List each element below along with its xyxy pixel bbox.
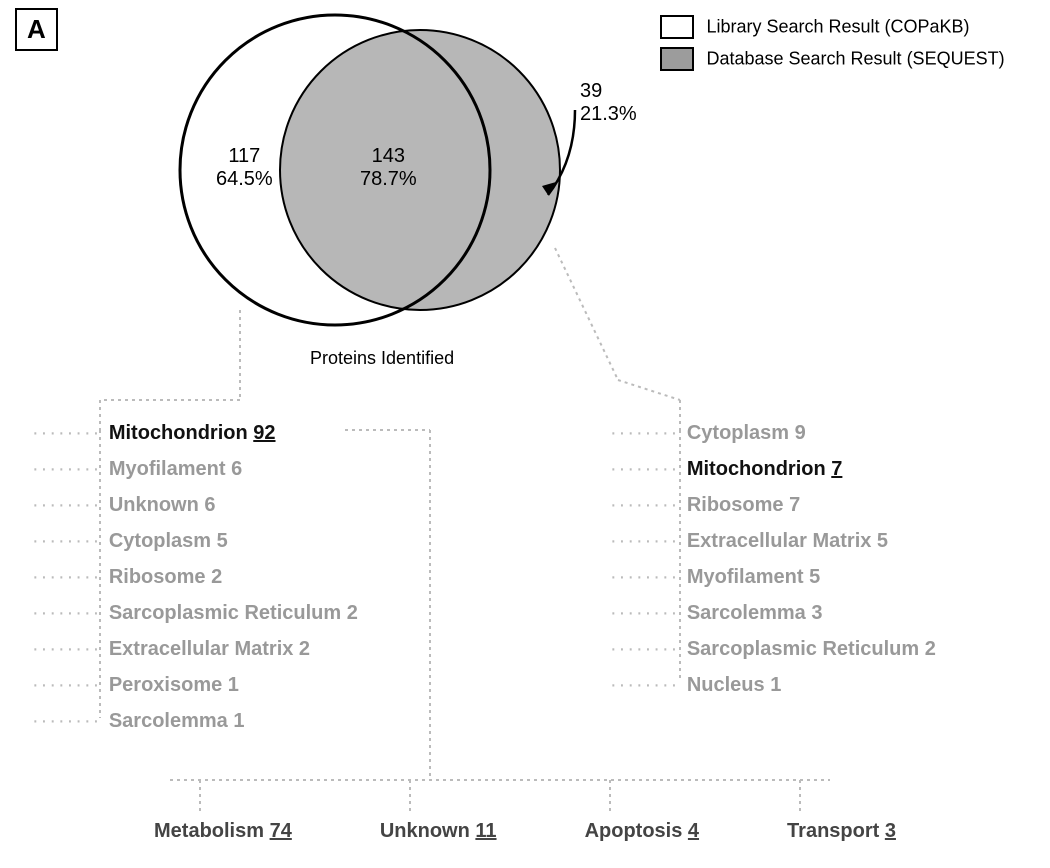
leader-dots: ········ [610,566,687,588]
left-list-label: Peroxisome 1 [109,674,239,696]
leader-dots: ········ [32,494,109,516]
venn-left-count: 117 [216,145,273,168]
bottom-item: Metabolism 74 [154,820,292,843]
bottom-item: Apoptosis 4 [585,820,699,843]
venn-right-count: 39 [580,80,637,103]
right-list-label: Sarcoplasmic Reticulum 2 [687,638,936,660]
right-list-label: Cytoplasm 9 [687,422,806,444]
leader-dots: ········ [610,530,687,552]
venn-caption: Proteins Identified [310,348,454,369]
left-list-label: Extracellular Matrix 2 [109,638,310,660]
bottom-item: Unknown 11 [380,820,497,843]
left-list-item: ········ Peroxisome 1 [32,667,358,703]
leader-dots: ········ [32,566,109,588]
venn-left-pct: 64.5% [216,168,273,191]
venn-right-pct: 21.3% [580,103,637,126]
venn-right-circle [280,30,560,310]
venn-left-label: 117 64.5% [216,145,273,191]
venn-middle-count: 143 [360,145,417,168]
leader-dots: ········ [610,674,687,696]
right-list-item: ········ Nucleus 1 [610,667,936,703]
left-list-item: ········ Cytoplasm 5 [32,523,358,559]
leader-dots: ········ [32,458,109,480]
leader-dots: ········ [32,710,109,732]
left-list: ········ Mitochondrion 92········ Myofil… [32,415,358,739]
right-list: ········ Cytoplasm 9········ Mitochondri… [610,415,936,703]
leader-dots: ········ [32,638,109,660]
leader-dots: ········ [32,674,109,696]
leader-dots: ········ [32,602,109,624]
leader-dots: ········ [610,494,687,516]
left-list-label: Myofilament 6 [109,458,242,480]
leader-dots: ········ [610,602,687,624]
right-list-label: Extracellular Matrix 5 [687,530,888,552]
right-list-label: Ribosome 7 [687,494,800,516]
left-list-item: ········ Myofilament 6 [32,451,358,487]
right-list-label: Nucleus 1 [687,674,781,696]
right-list-label: Mitochondrion 7 [687,458,843,480]
left-list-label: Unknown 6 [109,494,216,516]
right-list-item: ········ Cytoplasm 9 [610,415,936,451]
right-list-label: Myofilament 5 [687,566,820,588]
right-list-item: ········ Sarcolemma 3 [610,595,936,631]
leader-dots: ········ [610,422,687,444]
left-list-label: Mitochondrion 92 [109,422,276,444]
right-list-item: ········ Ribosome 7 [610,487,936,523]
left-list-label: Ribosome 2 [109,566,222,588]
leader-dots: ········ [32,530,109,552]
left-list-item: ········ Mitochondrion 92 [32,415,358,451]
left-list-label: Sarcolemma 1 [109,710,245,732]
figure-stage: A Library Search Result (COPaKB) Databas… [0,0,1050,868]
venn-middle-pct: 78.7% [360,168,417,191]
venn-middle-label: 143 78.7% [360,145,417,191]
left-list-item: ········ Extracellular Matrix 2 [32,631,358,667]
right-list-label: Sarcolemma 3 [687,602,823,624]
right-list-item: ········ Extracellular Matrix 5 [610,523,936,559]
right-list-item: ········ Sarcoplasmic Reticulum 2 [610,631,936,667]
bottom-item: Transport 3 [787,820,896,843]
left-list-item: ········ Sarcoplasmic Reticulum 2 [32,595,358,631]
left-list-item: ········ Ribosome 2 [32,559,358,595]
right-list-item: ········ Myofilament 5 [610,559,936,595]
venn-right-label: 39 21.3% [580,80,637,126]
bottom-row: Metabolism 74 Unknown 11 Apoptosis 4 Transp… [110,820,940,843]
left-list-label: Sarcoplasmic Reticulum 2 [109,602,358,624]
right-list-item: ········ Mitochondrion 7 [610,451,936,487]
leader-dots: ········ [32,422,109,444]
leader-dots: ········ [610,458,687,480]
leader-dots: ········ [610,638,687,660]
left-list-item: ········ Sarcolemma 1 [32,703,358,739]
left-list-item: ········ Unknown 6 [32,487,358,523]
left-list-label: Cytoplasm 5 [109,530,228,552]
